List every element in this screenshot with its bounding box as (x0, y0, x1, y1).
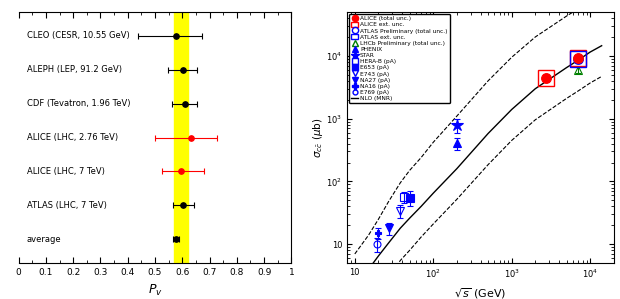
Text: ALICE (LHC, 7 TeV): ALICE (LHC, 7 TeV) (27, 167, 105, 176)
X-axis label: $\sqrt{s}$ (GeV): $\sqrt{s}$ (GeV) (454, 286, 507, 299)
Text: ATLAS (LHC, 7 TeV): ATLAS (LHC, 7 TeV) (27, 201, 107, 210)
Text: ALICE (LHC, 2.76 TeV): ALICE (LHC, 2.76 TeV) (27, 133, 118, 142)
Legend: ALICE (total unc.), ALICE ext. unc., ATLAS Preliminary (total unc.), ATLAS ext. : ALICE (total unc.), ALICE ext. unc., ATL… (349, 14, 450, 103)
Text: average: average (27, 235, 61, 244)
X-axis label: $P_v$: $P_v$ (148, 283, 162, 298)
Text: CDF (Tevatron, 1.96 TeV): CDF (Tevatron, 1.96 TeV) (27, 99, 130, 108)
Text: CLEO (CESR, 10.55 GeV): CLEO (CESR, 10.55 GeV) (27, 31, 130, 40)
Text: ALEPH (LEP, 91.2 GeV): ALEPH (LEP, 91.2 GeV) (27, 65, 122, 74)
Bar (174, 12, 188, 263)
Y-axis label: $\sigma_{c\bar{c}}$ ($\mu$b): $\sigma_{c\bar{c}}$ ($\mu$b) (311, 117, 325, 158)
